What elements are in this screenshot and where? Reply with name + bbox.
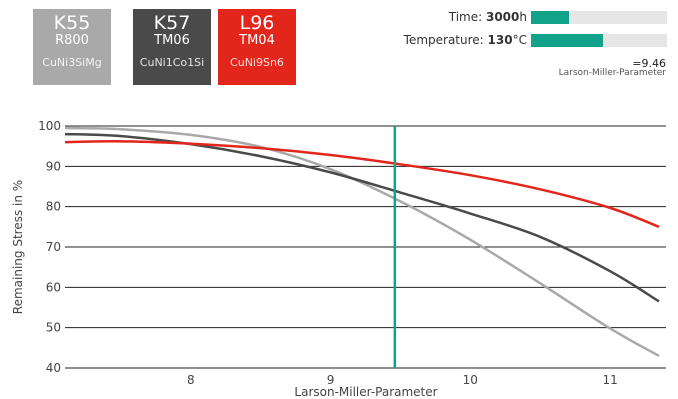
temperature-label: Temperature: 130°C (403, 33, 527, 47)
material-tile-l96[interactable]: L96 TM04 CuNi9Sn6 (218, 9, 296, 85)
y-tick-label: 90 (46, 159, 61, 173)
y-tick-label: 80 (46, 200, 61, 214)
lmp-result-label: Larson-Miller-Parameter (558, 68, 666, 78)
material-alloy: CuNi1Co1Si (139, 56, 205, 69)
y-tick-label: 70 (46, 240, 61, 254)
x-tick-label: 10 (463, 373, 478, 387)
material-tile-k55[interactable]: K55 R800 CuNi3SiMg (33, 9, 111, 85)
time-value: 3000 (485, 10, 520, 24)
series-line-0 (64, 126, 660, 357)
time-control: Time: 3000h (449, 8, 667, 26)
material-tile-k57[interactable]: K57 TM06 CuNi1Co1Si (133, 9, 211, 85)
material-code: K55 (53, 12, 91, 34)
y-tick-label: 40 (46, 361, 61, 375)
temperature-value: 130 (487, 33, 513, 47)
material-code: L96 (239, 12, 275, 34)
material-alloy: CuNi9Sn6 (230, 56, 284, 69)
y-tick-label: 50 (46, 321, 61, 335)
x-tick-label: 11 (602, 373, 617, 387)
material-temper: TM04 (239, 33, 275, 48)
material-temper: TM06 (154, 33, 190, 48)
temperature-slider-fill[interactable] (531, 33, 604, 47)
y-tick-label: 60 (46, 280, 61, 294)
series-line-2 (64, 140, 660, 228)
y-axis-title: Remaining Stress in % (11, 180, 25, 314)
material-alloy: CuNi3SiMg (42, 56, 102, 69)
x-axis-title: Larson-Miller-Parameter (294, 385, 437, 399)
y-tick-label: 100 (38, 119, 61, 133)
lmp-result-value: =9.46 (632, 57, 666, 70)
time-slider[interactable] (531, 10, 667, 24)
temperature-control: Temperature: 130°C (404, 31, 667, 49)
x-tick-label: 9 (327, 373, 335, 387)
time-slider-fill[interactable] (531, 10, 570, 24)
series-line-1 (64, 132, 660, 303)
material-temper: R800 (55, 33, 89, 48)
time-label: Time: 3000h (448, 10, 527, 24)
x-tick-label: 8 (187, 373, 195, 387)
temperature-slider[interactable] (531, 33, 667, 47)
material-code: K57 (153, 12, 191, 34)
